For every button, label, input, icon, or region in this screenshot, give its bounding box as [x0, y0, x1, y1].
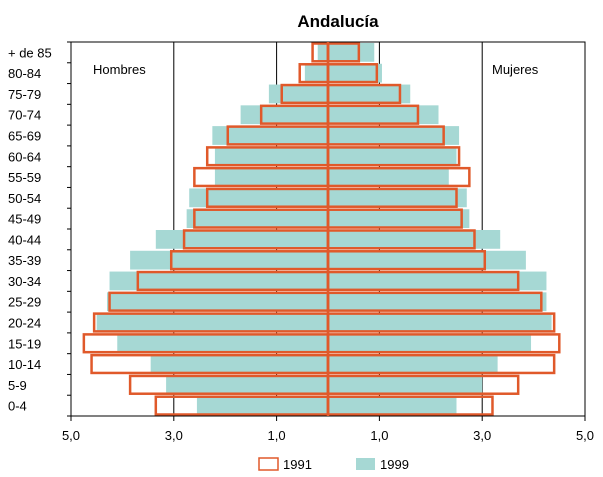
- bar-1999-mujeres: [328, 250, 526, 270]
- bar-1999-mujeres: [328, 375, 483, 395]
- legend-label-1991: 1991: [283, 457, 312, 472]
- legend: 1991 1999: [258, 457, 409, 472]
- bar-1999-hombres: [304, 63, 328, 83]
- bar-1999-hombres: [189, 188, 328, 208]
- chart-title: Andalucía: [297, 12, 379, 31]
- bar-1999-mujeres: [328, 84, 411, 104]
- x-tick-label: 3,0: [165, 428, 183, 443]
- age-group-label: 55-59: [8, 170, 41, 185]
- bar-1999-hombres: [166, 375, 328, 395]
- bar-1999-mujeres: [328, 354, 498, 374]
- bar-1999-hombres: [268, 84, 328, 104]
- age-group-label: 70-74: [8, 108, 41, 123]
- bar-1999-mujeres: [328, 292, 547, 312]
- age-group-label: 45-49: [8, 212, 41, 227]
- bar-1999-hombres: [317, 43, 328, 62]
- age-group-label: 75-79: [8, 87, 41, 102]
- legend-label-1999: 1999: [380, 457, 409, 472]
- age-group-label: 20-24: [8, 316, 41, 331]
- age-group-label: 60-64: [8, 149, 41, 164]
- x-tick-label: 1,0: [370, 428, 388, 443]
- bar-1999-hombres: [186, 209, 328, 228]
- x-tick-label: 5,0: [62, 428, 80, 443]
- x-tick-label: 3,0: [473, 428, 491, 443]
- left-side-label-hombres: Hombres: [93, 62, 146, 77]
- bar-1999-mujeres: [328, 333, 532, 353]
- age-group-label: 15-19: [8, 336, 41, 351]
- age-group-label: 80-84: [8, 66, 41, 81]
- age-group-label: 30-34: [8, 274, 41, 289]
- bar-1999-mujeres: [328, 126, 460, 145]
- bar-1999-hombres: [212, 126, 328, 145]
- age-group-labels: 0-4 5-9 10-14 15-19 20-24 25-29 30-34 35-39 40-4…: [8, 45, 52, 413]
- age-group-label: 40-44: [8, 232, 41, 247]
- bar-1999-mujeres: [328, 167, 449, 187]
- x-axis-tick-labels: 5,0 3,0 1,0 1,0 3,0 5,0: [62, 428, 594, 443]
- age-group-label: 25-29: [8, 295, 41, 310]
- series-1999-bars: [96, 43, 552, 415]
- bar-1999-mujeres: [328, 209, 470, 228]
- bar-1999-hombres: [214, 167, 328, 187]
- x-tick-label: 5,0: [576, 428, 594, 443]
- bar-1999-mujeres: [328, 146, 457, 166]
- bar-1999-hombres: [240, 105, 328, 125]
- legend-swatch-1999: [356, 458, 375, 470]
- bar-1999-mujeres: [328, 271, 547, 291]
- bar-1999-hombres: [214, 146, 328, 166]
- bar-1999-hombres: [109, 271, 328, 291]
- bar-1999-mujeres: [328, 105, 439, 125]
- age-group-label: 50-54: [8, 191, 41, 206]
- bar-1999-mujeres: [328, 396, 457, 415]
- bar-1999-hombres: [196, 396, 328, 415]
- age-group-label: 10-14: [8, 357, 41, 372]
- grid-lines: [173, 42, 483, 416]
- axes: [67, 41, 586, 421]
- bar-1999-mujeres: [328, 43, 375, 62]
- bar-1999-hombres: [130, 250, 328, 270]
- right-side-label-mujeres: Mujeres: [492, 62, 539, 77]
- x-tick-label: 1,0: [268, 428, 286, 443]
- bar-1999-hombres: [106, 292, 328, 312]
- bar-1999-mujeres: [328, 313, 552, 332]
- bar-1999-mujeres: [328, 230, 501, 249]
- age-group-label: 35-39: [8, 253, 41, 268]
- age-group-label: 5-9: [8, 378, 27, 393]
- bar-1999-mujeres: [328, 63, 382, 83]
- bar-1999-hombres: [155, 230, 328, 249]
- age-group-label: + de 85: [8, 45, 52, 60]
- bar-1999-hombres: [150, 354, 328, 374]
- bar-1999-hombres: [117, 333, 328, 353]
- age-group-label: 65-69: [8, 129, 41, 144]
- bar-1999-hombres: [96, 313, 328, 332]
- legend-swatch-1991: [258, 457, 279, 471]
- bar-1999-mujeres: [328, 188, 467, 208]
- age-group-label: 0-4: [8, 399, 27, 414]
